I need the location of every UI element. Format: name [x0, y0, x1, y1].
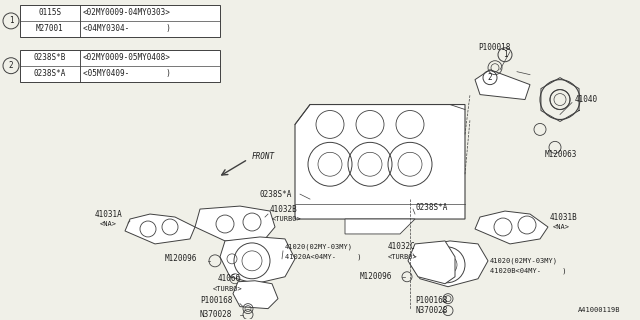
Text: M27001: M27001	[36, 24, 64, 33]
Text: P100168: P100168	[415, 296, 447, 305]
Text: 41031B: 41031B	[550, 212, 578, 221]
Text: A41000119B: A41000119B	[577, 307, 620, 313]
Text: 41066: 41066	[218, 274, 241, 283]
Polygon shape	[220, 237, 295, 284]
Text: 1: 1	[502, 50, 508, 59]
Text: <TURBO>: <TURBO>	[213, 286, 243, 292]
Text: 0238S*B: 0238S*B	[34, 53, 66, 62]
Polygon shape	[408, 241, 455, 284]
Text: <02MY0009-05MY0408>: <02MY0009-05MY0408>	[83, 53, 171, 62]
Polygon shape	[195, 206, 275, 241]
Text: <04MY0304-        ): <04MY0304- )	[83, 24, 171, 33]
Text: <05MY0409-        ): <05MY0409- )	[83, 69, 171, 78]
Text: 1: 1	[9, 16, 13, 25]
Text: FRONT: FRONT	[252, 152, 275, 161]
Text: 2: 2	[9, 61, 13, 70]
Text: <TURBO>: <TURBO>	[388, 254, 418, 260]
Text: 41020(02MY-03MY): 41020(02MY-03MY)	[285, 244, 353, 250]
Text: N370028: N370028	[200, 310, 232, 319]
Polygon shape	[345, 219, 415, 234]
Polygon shape	[233, 281, 278, 308]
Polygon shape	[475, 211, 548, 244]
Text: 0115S: 0115S	[38, 8, 61, 18]
Polygon shape	[410, 241, 488, 287]
Text: <NA>: <NA>	[553, 224, 570, 230]
Text: 0238S*A: 0238S*A	[415, 203, 447, 212]
Bar	[20, 5, 220, 37]
Text: M120096: M120096	[360, 272, 392, 281]
Text: P100018: P100018	[478, 43, 510, 52]
Text: M120096: M120096	[165, 254, 197, 263]
Text: <NA>: <NA>	[100, 221, 117, 227]
Text: 41040: 41040	[575, 95, 598, 104]
Text: 41020A<04MY-     ): 41020A<04MY- )	[285, 254, 362, 260]
Text: 41020B<04MY-     ): 41020B<04MY- )	[490, 268, 566, 274]
Bar	[20, 50, 220, 82]
Text: 2: 2	[488, 73, 492, 82]
Text: <02MY0009-04MY0303>: <02MY0009-04MY0303>	[83, 8, 171, 18]
Text: 41031A: 41031A	[95, 210, 123, 219]
Text: N370028: N370028	[415, 306, 447, 315]
Text: <TURBO>: <TURBO>	[272, 216, 301, 222]
Polygon shape	[125, 214, 195, 244]
Text: 41032C: 41032C	[388, 242, 416, 252]
Text: 0238S*A: 0238S*A	[34, 69, 66, 78]
Text: 0238S*A: 0238S*A	[260, 190, 292, 199]
Text: M120063: M120063	[545, 150, 577, 159]
Polygon shape	[295, 105, 465, 219]
Text: 41032B: 41032B	[270, 204, 298, 213]
Text: 41020(02MY-03MY): 41020(02MY-03MY)	[490, 258, 558, 264]
Polygon shape	[475, 70, 530, 100]
Text: P100168: P100168	[200, 296, 232, 305]
